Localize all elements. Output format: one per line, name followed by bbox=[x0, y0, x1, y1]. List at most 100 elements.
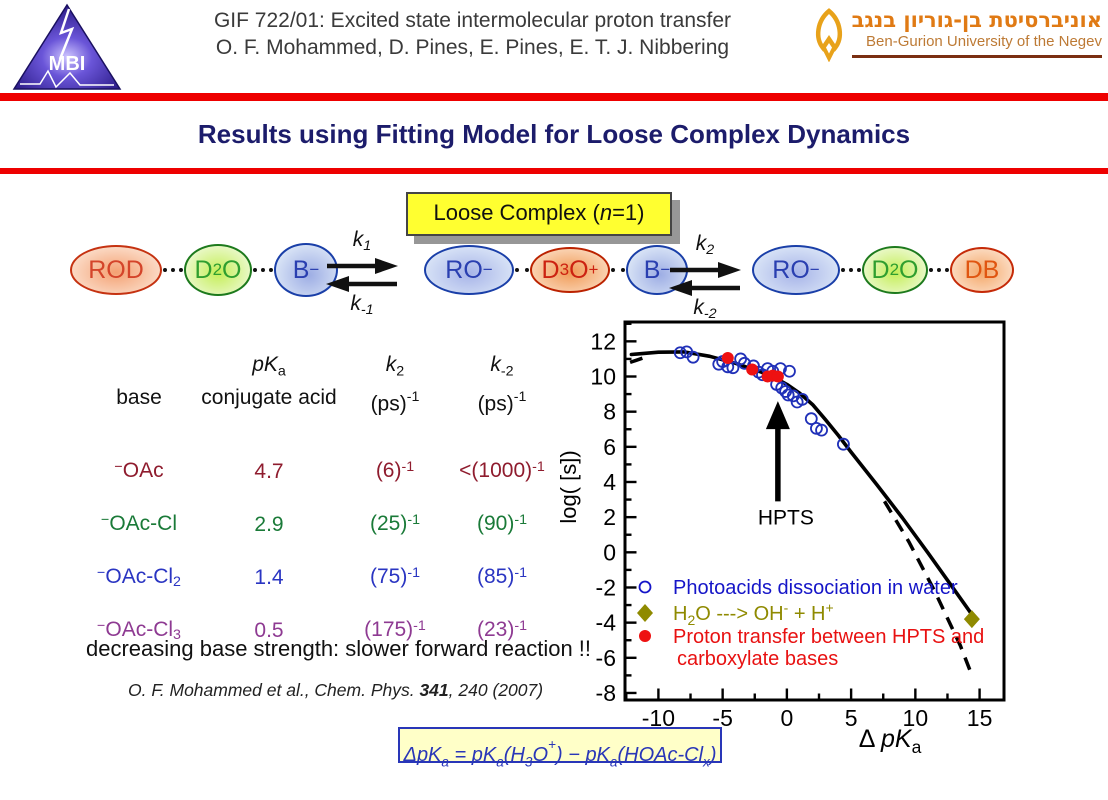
citation-pre: O. F. Mohammed et al., Chem. Phys. bbox=[128, 680, 420, 700]
col-k2-header: k2 bbox=[385, 353, 405, 380]
k2-cell: (25)-1 bbox=[369, 512, 421, 536]
citation-post: , 240 (2007) bbox=[448, 680, 544, 700]
table-header: pKa k2 k-2 base conjugate acid (ps)-1 (p… bbox=[80, 352, 564, 416]
lightning-icon bbox=[58, 8, 75, 60]
red-rule-top bbox=[0, 93, 1108, 101]
col-k2-units: (ps)-1 bbox=[370, 388, 420, 416]
table-row: −OAc-Cl2 1.4 (75)-1 (85)-1 bbox=[80, 551, 564, 604]
col-conjugate-acid-header: conjugate acid bbox=[201, 385, 337, 409]
hbond-dots bbox=[611, 268, 625, 272]
col-base-header: base bbox=[116, 385, 162, 409]
bgu-logo: אוניברסיטת בן-גוריון בנגב Ben-Gurion Uni… bbox=[812, 8, 1102, 62]
rate-table: pKa k2 k-2 base conjugate acid (ps)-1 (p… bbox=[80, 352, 564, 657]
legend-marker-filled-circle bbox=[639, 630, 651, 642]
y-tick-label: 2 bbox=[603, 504, 616, 530]
data-point-open-circle bbox=[738, 356, 751, 370]
y-tick-label: -8 bbox=[596, 680, 616, 706]
header-text: GIF 722/01: Excited state intermolecular… bbox=[150, 7, 795, 61]
y-tick-label: 8 bbox=[603, 399, 616, 425]
data-point-filled-circle bbox=[771, 370, 784, 383]
data-point-open-circle bbox=[815, 423, 828, 437]
col-km2-header: k-2 bbox=[490, 353, 514, 380]
table-row: −OAc-Cl3 0.5 (175)-1 (23)-1 bbox=[80, 604, 564, 657]
loose-complex-label: Loose Complex (n=1) bbox=[406, 192, 672, 236]
hbond-dots bbox=[253, 268, 273, 272]
header-line1: GIF 722/01: Excited state intermolecular… bbox=[213, 9, 732, 32]
bgu-english-name: Ben-Gurion University of the Negev bbox=[866, 33, 1102, 50]
fit-line-solid bbox=[629, 350, 977, 621]
table-row: −OAc-Cl 2.9 (25)-1 (90)-1 bbox=[80, 498, 564, 551]
x-tick-label: 5 bbox=[845, 705, 858, 731]
chart-frame bbox=[623, 320, 1006, 702]
bgu-emblem-icon bbox=[815, 8, 842, 62]
free-energy-plot: HPTS -10 -5 0 5 10 15 -8 -6 -4 -2 0 2 4 6 8 10 12 Δ pKa log… bbox=[560, 315, 1108, 800]
data-point-open-circle bbox=[781, 388, 795, 402]
data-point-open-circle bbox=[686, 350, 700, 364]
slide-title: Results using Fitting Model for Loose Co… bbox=[197, 119, 911, 149]
annotation-arrow-head bbox=[765, 401, 790, 430]
molecule-db: DB bbox=[950, 247, 1014, 293]
y-tick-label: 0 bbox=[603, 539, 616, 565]
y-tick-label: 12 bbox=[590, 328, 616, 354]
molecule-d3o-cation: D 3 O + bbox=[530, 247, 610, 293]
data-point-filled-circle bbox=[746, 363, 759, 376]
base-cell: −OAc bbox=[114, 459, 164, 483]
y-tick-label: -2 bbox=[596, 574, 616, 600]
km2-cell: (85)-1 bbox=[476, 565, 528, 589]
legend-label-hpts-line2: carboxylate bases bbox=[677, 648, 838, 670]
rate-k-1-label: k-1 bbox=[350, 291, 374, 318]
citation: O. F. Mohammed et al., Chem. Phys. 341, … bbox=[128, 680, 543, 701]
mbi-logo: MBI bbox=[12, 3, 122, 91]
bgu-text-block: אוניברסיטת בן-גוריון בנגב Ben-Gurion Uni… bbox=[851, 8, 1102, 58]
x-tick-label: 10 bbox=[903, 705, 929, 731]
data-point-open-circle bbox=[726, 361, 740, 375]
base-cell: −OAc-Cl2 bbox=[97, 565, 181, 590]
scheme-state-2: RO − D 3 O + B − bbox=[424, 245, 688, 295]
molecule-base: B − bbox=[274, 243, 338, 297]
km2-cell: <(1000)-1 bbox=[459, 459, 545, 483]
legend-marker-open-circle bbox=[638, 580, 652, 594]
data-point-diamond bbox=[963, 610, 980, 629]
bgu-hebrew-name: אוניברסיטת בן-גוריון בנגב bbox=[851, 8, 1102, 32]
data-point-open-circle bbox=[837, 437, 850, 451]
legend-label-photoacids: Photoacids dissociation in water bbox=[673, 577, 958, 599]
fit-line-dashed bbox=[883, 500, 973, 673]
table-row: −OAc 4.7 (6)-1 <(1000)-1 bbox=[80, 445, 564, 498]
k2-cell: (175)-1 bbox=[364, 618, 426, 642]
legend-label-hpts-line1: Proton transfer between HPTS and bbox=[673, 626, 984, 648]
molecule-ro-anion: RO − bbox=[752, 245, 840, 295]
legend-label-water: H2O ---> OH- + H+ bbox=[673, 599, 834, 627]
header-line2: O. F. Mohammed, D. Pines, E. Pines, E. T… bbox=[215, 36, 730, 59]
y-tick-label: -6 bbox=[596, 645, 616, 671]
chart: HPTS -10 -5 0 5 10 15 -8 -6 -4 -2 0 2 4 6 8 10 12 Δ pKa log… bbox=[560, 320, 1006, 757]
delta-pka-formula: ΔpKa = pKa(H3O+) − pKa(HOAc-Clx) bbox=[398, 727, 722, 769]
citation-volume: 341 bbox=[419, 680, 449, 700]
km2-cell: (23)-1 bbox=[476, 618, 528, 642]
equilibrium-arrows-icon bbox=[326, 257, 398, 292]
y-tick-label: 6 bbox=[603, 434, 616, 460]
x-axis-label: Δ pKa bbox=[859, 725, 922, 757]
legend-marker-diamond bbox=[637, 604, 653, 622]
pka-cell: 0.5 bbox=[254, 618, 284, 642]
data-point-open-circle bbox=[804, 412, 818, 426]
x-tick-label: 15 bbox=[967, 705, 993, 731]
col-km2-units: (ps)-1 bbox=[477, 388, 527, 416]
data-point-filled-circle bbox=[721, 352, 734, 365]
bgu-underline bbox=[851, 55, 1102, 58]
waveform-icon bbox=[20, 69, 114, 89]
data-point-open-circle bbox=[783, 364, 796, 378]
mbi-logo-text: MBI bbox=[49, 53, 86, 75]
molecule-rod: ROD bbox=[70, 245, 162, 295]
equilibrium-1: k1 k-1 bbox=[323, 229, 401, 321]
x-tick-label: -10 bbox=[642, 705, 675, 731]
mbi-logo-icon: MBI bbox=[12, 3, 122, 90]
mbi-triangle bbox=[12, 3, 122, 90]
fit-line-dashed bbox=[629, 356, 644, 365]
y-axis-label: log( [s]) bbox=[560, 450, 581, 523]
hbond-dots bbox=[515, 268, 529, 272]
data-point-open-circle bbox=[795, 392, 809, 406]
